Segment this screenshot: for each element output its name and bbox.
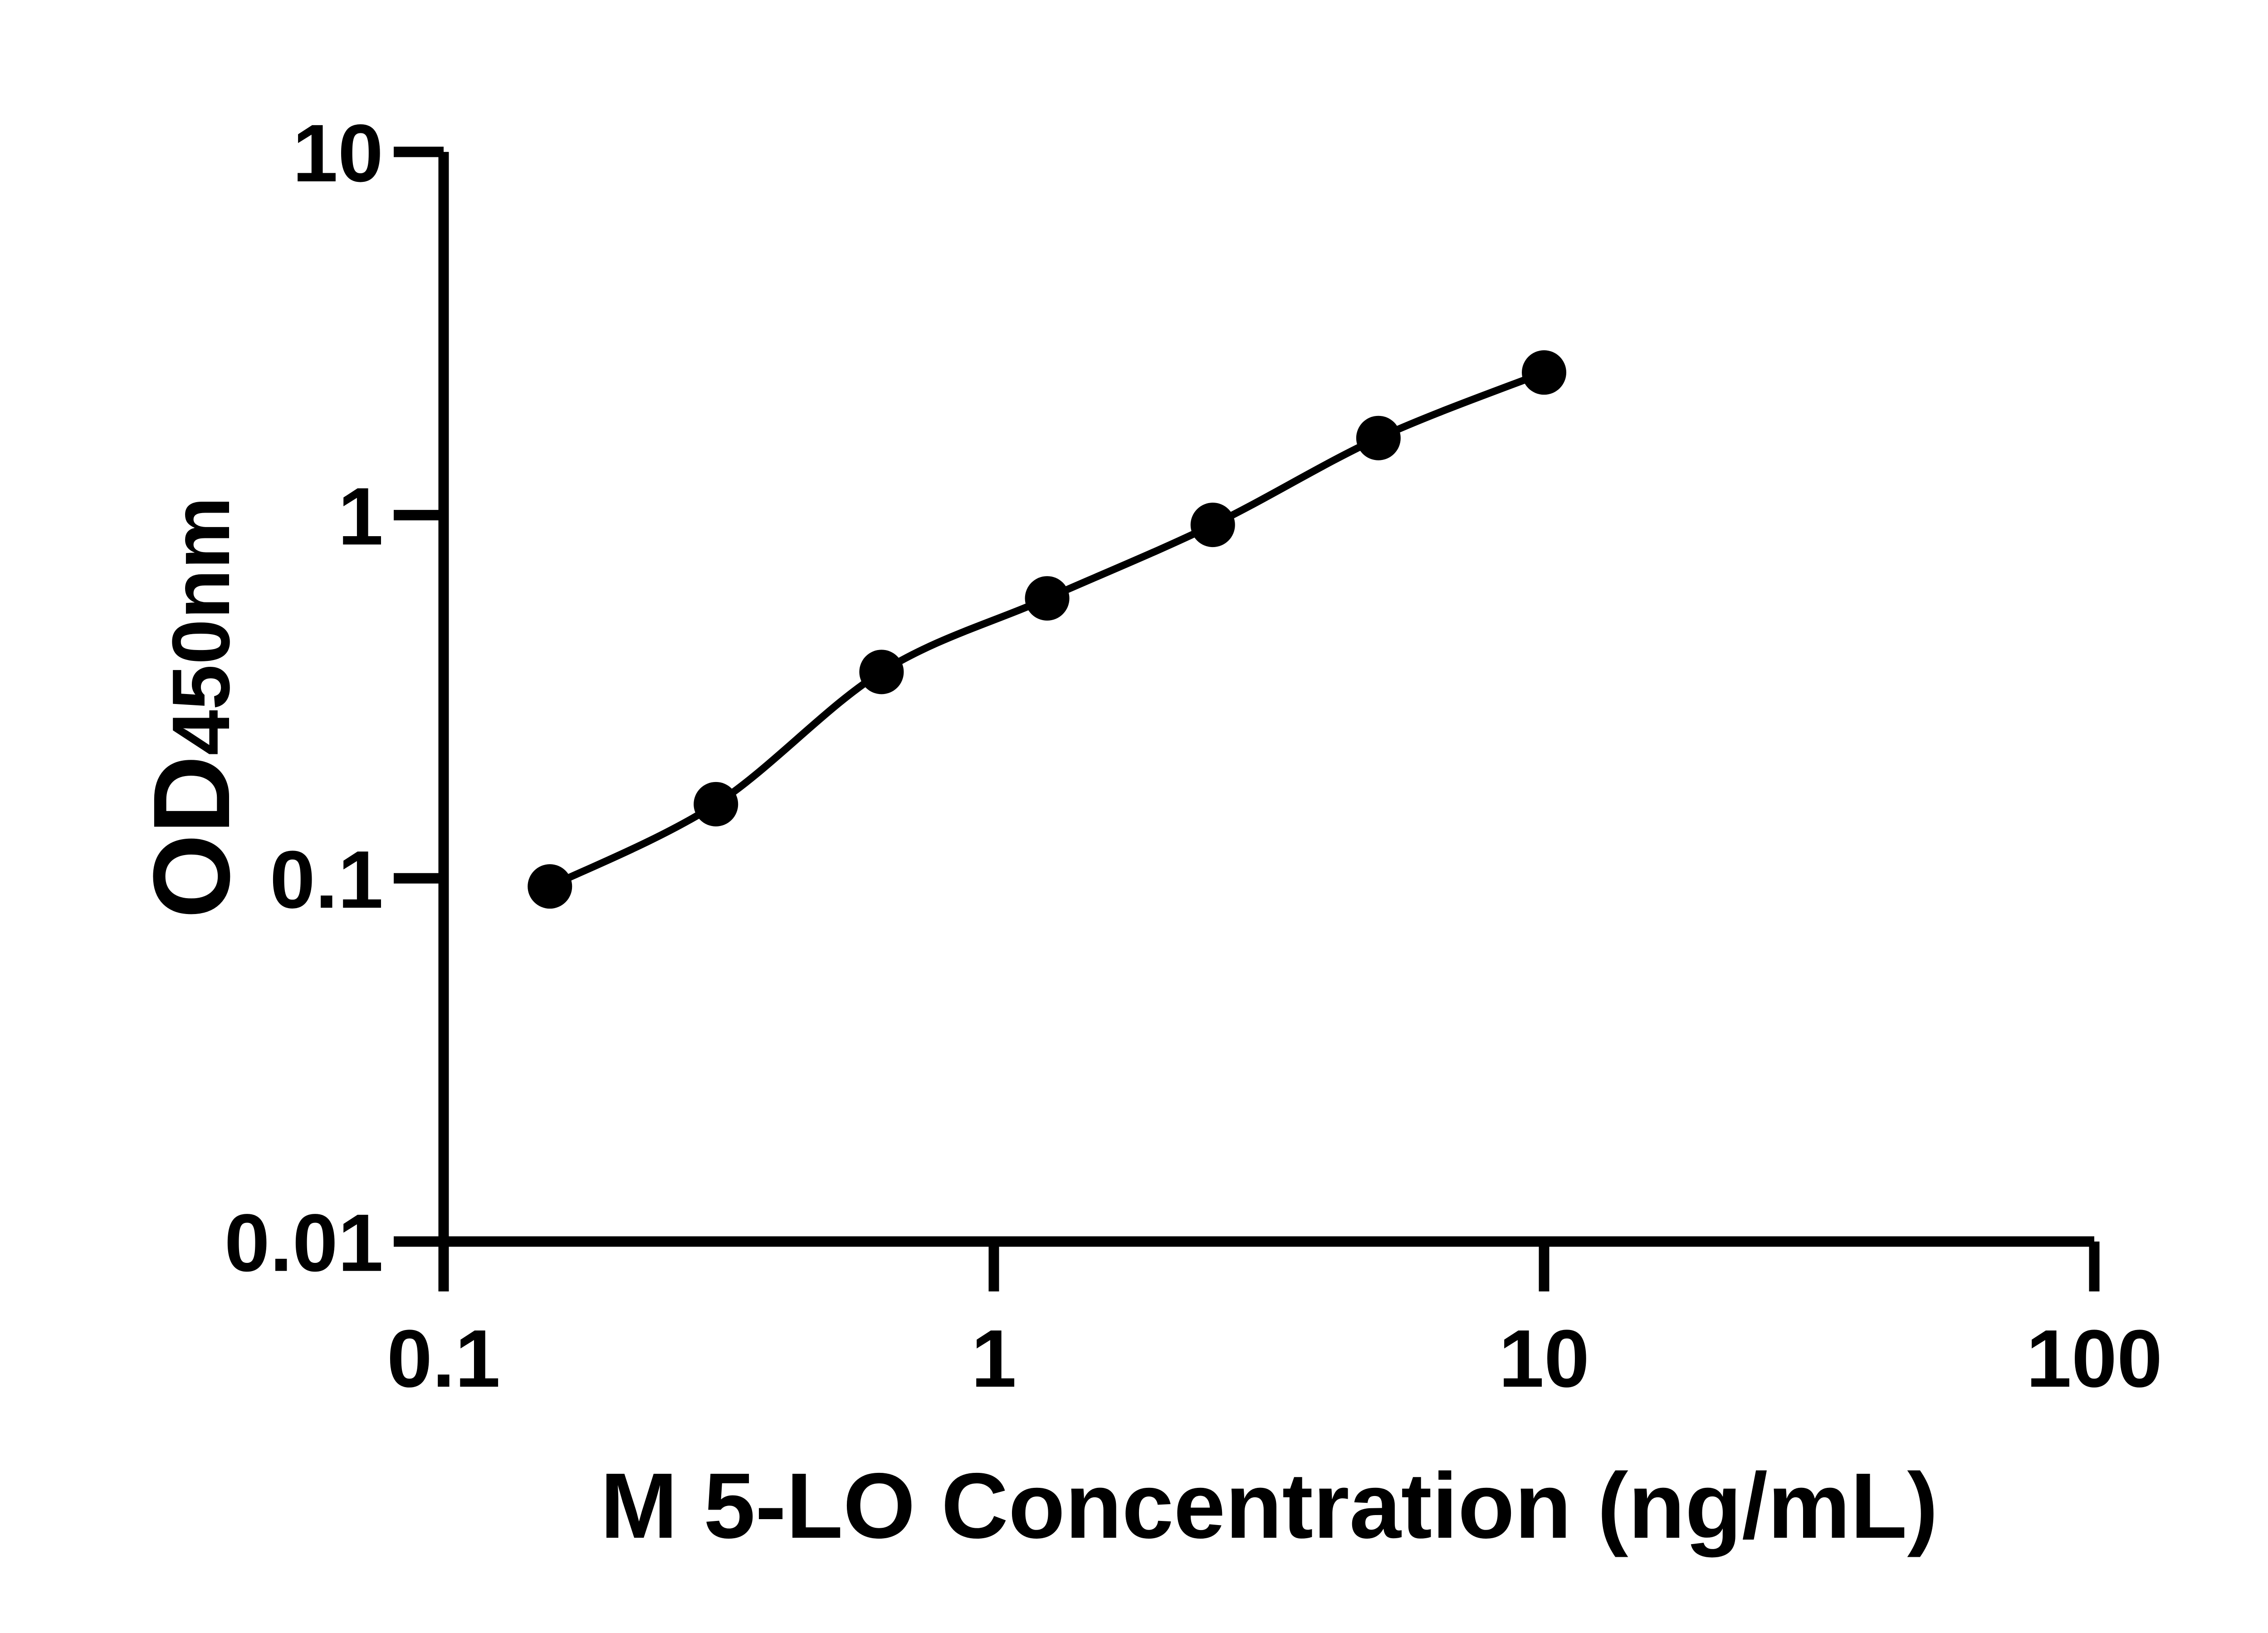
data-point [694, 782, 738, 826]
x-tick-label: 10 [1499, 1313, 1589, 1404]
y-tick-label: 0.1 [270, 834, 383, 925]
data-point [1356, 416, 1401, 460]
x-tick-label: 100 [2026, 1313, 2162, 1404]
y-axis-title: OD450nm [131, 497, 252, 919]
data-point [1190, 503, 1235, 548]
data-points [528, 350, 1566, 909]
y-tick-label: 0.01 [225, 1198, 383, 1289]
data-point [859, 650, 904, 694]
data-point [528, 864, 572, 909]
data-point [1522, 350, 1566, 395]
x-tick-label: 1 [971, 1313, 1017, 1404]
x-axis-title: M 5-LO Concentration (ng/mL) [600, 1454, 1938, 1558]
x-tick-label: 0.1 [387, 1313, 500, 1404]
axes [394, 147, 2100, 1291]
axis-frame [438, 152, 2094, 1247]
y-tick-label: 1 [338, 471, 383, 562]
y-tick-label: 10 [293, 108, 383, 199]
data-point [1025, 576, 1070, 621]
